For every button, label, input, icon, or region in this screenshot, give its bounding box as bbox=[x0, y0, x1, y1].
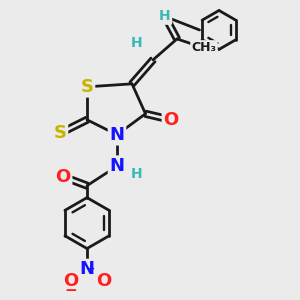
Text: +: + bbox=[86, 264, 95, 274]
Text: −: − bbox=[64, 283, 77, 298]
Text: S: S bbox=[53, 124, 67, 142]
Text: S: S bbox=[80, 78, 94, 96]
Text: O: O bbox=[96, 272, 111, 290]
Text: N: N bbox=[80, 260, 94, 278]
Text: O: O bbox=[63, 272, 78, 290]
Text: N: N bbox=[110, 157, 124, 175]
Text: O: O bbox=[56, 168, 70, 186]
Text: H: H bbox=[131, 167, 142, 181]
Text: H: H bbox=[131, 36, 142, 50]
Text: O: O bbox=[164, 111, 178, 129]
Text: N: N bbox=[110, 126, 124, 144]
Text: H: H bbox=[159, 10, 171, 23]
Text: CH₃: CH₃ bbox=[191, 41, 217, 54]
